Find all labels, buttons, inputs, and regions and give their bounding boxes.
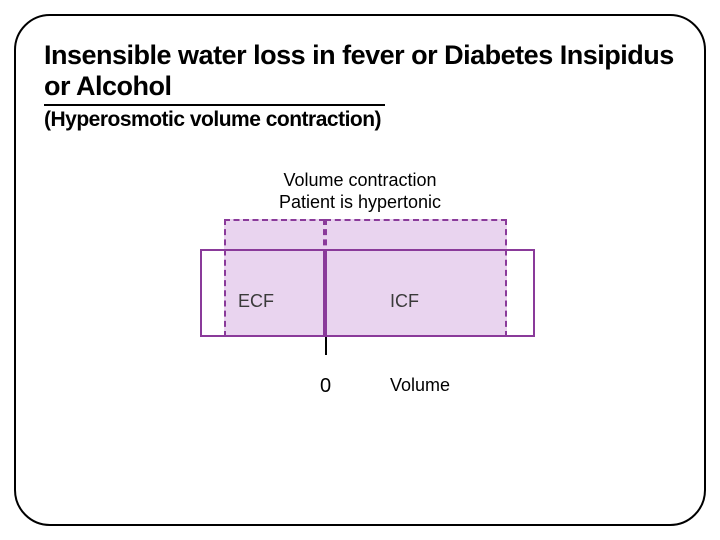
slide-title: Insensible water loss in fever or Diabet… [44,40,676,102]
slide-subtitle: (Hyperosmotic volume contraction) [44,108,676,132]
caption-line-2: Patient is hypertonic [44,192,676,214]
zero-tick [325,337,327,355]
compartment-diagram: ECF ICF 0 Volume [180,219,540,369]
title-underline [44,104,385,106]
icf-label: ICF [390,291,419,312]
zero-label: 0 [320,375,331,398]
caption-line-1: Volume contraction [44,170,676,192]
icf-solid-box [325,249,535,337]
diagram-container: ECF ICF 0 Volume [44,219,676,369]
diagram-caption: Volume contraction Patient is hypertonic [44,170,676,213]
slide-frame: Insensible water loss in fever or Diabet… [14,14,706,526]
volume-axis-label: Volume [390,375,450,396]
ecf-label: ECF [238,291,274,312]
